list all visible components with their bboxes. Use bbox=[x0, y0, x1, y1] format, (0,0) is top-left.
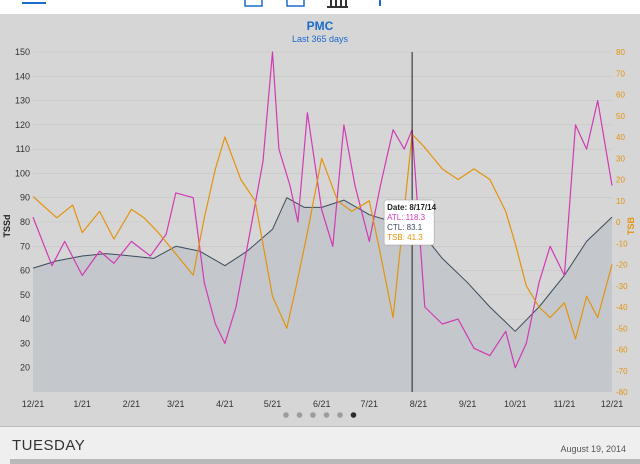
page-dot[interactable] bbox=[310, 412, 316, 418]
atl-line bbox=[32, 51, 613, 369]
x-tick-label: 12/21 bbox=[601, 399, 624, 409]
pmc-chart[interactable]: PMC Last 365 days TSSd TSB 20 30 40 50 60 70 8… bbox=[0, 14, 640, 426]
ctl-area bbox=[33, 197, 612, 392]
menu-icon[interactable] bbox=[22, 0, 48, 6]
top-toolbar bbox=[0, 0, 640, 15]
y-tick-label: 50 bbox=[20, 290, 30, 300]
tooltip: Date: 8/17/14 ATL: 118.3 CTL: 83.1 TSB: … bbox=[383, 199, 437, 246]
tooltip-atl: ATL: 118.3 bbox=[387, 213, 426, 222]
day-name: TUESDAY bbox=[12, 437, 86, 454]
y2-tick-label: -60 bbox=[616, 346, 628, 355]
y-tick-label: 40 bbox=[20, 314, 30, 324]
x-tick-label: 11/21 bbox=[553, 399, 575, 409]
day-workout-bar[interactable] bbox=[10, 459, 640, 464]
tooltip-box bbox=[383, 199, 435, 246]
y2-tick-label: -50 bbox=[616, 324, 628, 333]
day-panel: TUESDAY August 19, 2014 bbox=[0, 426, 640, 464]
x-tick-label: 9/21 bbox=[459, 399, 477, 409]
y-tick-label: 120 bbox=[15, 120, 30, 130]
plus-icon[interactable] bbox=[376, 0, 384, 8]
y-tick-label: 110 bbox=[16, 144, 30, 154]
y-tick-labels: 20 30 40 50 60 70 80 90 100 110 120 130 140 150 bbox=[15, 47, 30, 373]
tooltip-ctl: CTL: 83.1 bbox=[387, 223, 423, 232]
y2-tick-label: 80 bbox=[616, 48, 625, 57]
y-tick-label: 150 bbox=[15, 47, 30, 57]
tooltip-date: Date: 8/17/14 bbox=[387, 203, 436, 212]
x-tick-label: 7/21 bbox=[361, 399, 379, 409]
y-tick-label: 20 bbox=[20, 363, 30, 373]
x-tick-label: 4/21 bbox=[216, 399, 234, 409]
x-tick-label: 3/21 bbox=[167, 399, 185, 409]
y-tick-label: 60 bbox=[20, 266, 30, 276]
y2-tick-label: 20 bbox=[616, 176, 625, 185]
ctl-area-layer bbox=[33, 197, 612, 392]
calendar-icon[interactable] bbox=[244, 0, 264, 8]
x-tick-label: 6/21 bbox=[313, 399, 331, 409]
view-icon[interactable] bbox=[286, 0, 306, 8]
x-tick-labels: 12/21 1/21 2/21 3/21 4/21 5/21 6/21 7/21 8/21 9/2… bbox=[22, 399, 624, 409]
y2-axis-label: TSB bbox=[626, 216, 636, 235]
y2-tick-label: 0 bbox=[616, 218, 621, 227]
y2-tick-label: 10 bbox=[616, 197, 625, 206]
y2-tick-label: -10 bbox=[616, 239, 628, 248]
bar-chart-icon[interactable] bbox=[327, 0, 349, 9]
y2-tick-label: 70 bbox=[616, 69, 625, 78]
y-tick-label: 70 bbox=[20, 241, 30, 251]
page-indicator[interactable] bbox=[283, 412, 357, 418]
pmc-chart-svg: PMC Last 365 days TSSd TSB 20 30 40 50 60 70 8… bbox=[2, 19, 636, 418]
y2-tick-label: -20 bbox=[616, 261, 628, 270]
y-tick-label: 140 bbox=[15, 71, 30, 81]
x-tick-label: 5/21 bbox=[264, 399, 282, 409]
page-dot[interactable] bbox=[350, 412, 357, 418]
y2-tick-label: -30 bbox=[616, 282, 628, 291]
y2-tick-labels: -80 -70 -60 -50 -40 -30 -20 -10 0 10 20 30 40 50 60 70 8… bbox=[616, 48, 628, 397]
page-dot[interactable] bbox=[283, 412, 289, 418]
y2-tick-label: -40 bbox=[616, 303, 628, 312]
x-tick-label: 10/21 bbox=[504, 399, 527, 409]
y-tick-label: 90 bbox=[20, 193, 30, 203]
x-tick-label: 12/21 bbox=[22, 399, 45, 409]
chart-title: PMC bbox=[307, 19, 334, 33]
page-dot[interactable] bbox=[296, 412, 303, 418]
y-tick-label: 100 bbox=[15, 168, 30, 178]
x-tick-label: 2/21 bbox=[123, 399, 141, 409]
x-tick-label: 1/21 bbox=[73, 399, 91, 409]
day-date: August 19, 2014 bbox=[560, 444, 626, 454]
tsb-line bbox=[32, 133, 613, 340]
page-dot[interactable] bbox=[337, 412, 343, 418]
x-tick-label: 8/21 bbox=[410, 399, 428, 409]
chart-subtitle: Last 365 days bbox=[292, 34, 349, 44]
y2-tick-label: -70 bbox=[616, 367, 628, 376]
y2-tick-label: 40 bbox=[616, 133, 625, 142]
y-tick-label: 30 bbox=[20, 338, 30, 348]
y2-tick-label: 50 bbox=[616, 112, 625, 121]
y-tick-label: 80 bbox=[20, 217, 30, 227]
y2-tick-label: 60 bbox=[616, 91, 625, 100]
y-tick-label: 130 bbox=[15, 96, 30, 106]
y2-tick-label: 30 bbox=[616, 154, 625, 163]
page-dot[interactable] bbox=[323, 412, 330, 418]
series-lines bbox=[32, 51, 613, 369]
y2-tick-label: -80 bbox=[616, 388, 628, 397]
y-axis-label: TSSd bbox=[2, 214, 12, 237]
tooltip-tsb: TSB: 41.3 bbox=[387, 233, 423, 242]
